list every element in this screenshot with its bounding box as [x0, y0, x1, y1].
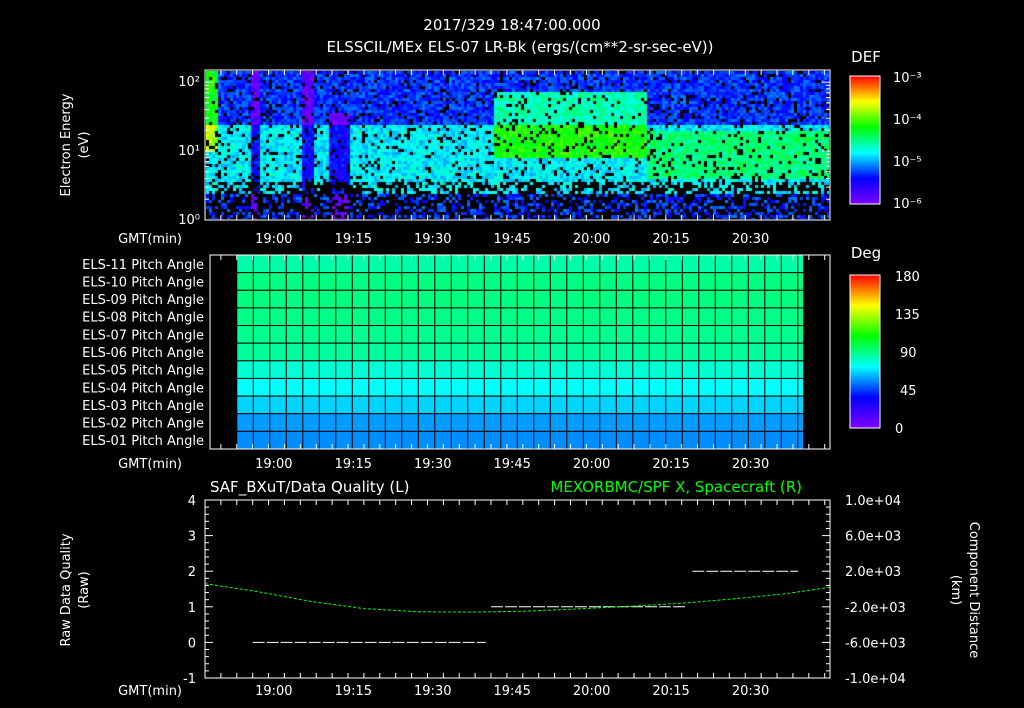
pitch-angle-row-label: ELS-06 Pitch Angle	[82, 346, 204, 361]
x-tick-label: 19:30	[414, 684, 451, 699]
spectrogram-panel: Electron Energy (eV) 10⁰ 10¹ 10² GMT(min…	[59, 48, 922, 247]
colorbar-label: Deg	[851, 244, 881, 262]
x-tick-label: 20:15	[652, 457, 689, 472]
pitch-angle-row	[236, 395, 805, 415]
x-tick-label: 19:00	[255, 232, 292, 247]
colorbar-tick: 10⁻⁵	[893, 155, 922, 170]
y-left-tick-label: 1	[188, 601, 196, 616]
pitch-angle-row-label: ELS-01 Pitch Angle	[82, 434, 204, 449]
y-axis-right-label: Component Distance	[966, 522, 981, 658]
pitch-angle-row	[236, 413, 805, 432]
x-tick-label: 19:45	[493, 684, 530, 699]
x-axis-label: GMT(min)	[118, 232, 182, 247]
colorbar-tick: 10⁻⁴	[893, 113, 922, 128]
colorbar-tick: 0	[895, 422, 903, 437]
pitch-angle-row-label: ELS-02 Pitch Angle	[82, 417, 204, 432]
y-axis-label: Electron Energy	[59, 93, 74, 196]
y-tick-label: 10⁰	[178, 213, 200, 228]
x-tick-label: 20:30	[732, 232, 769, 247]
x-tick-label: 19:15	[335, 457, 372, 472]
x-axis-label: GMT(min)	[118, 457, 182, 472]
y-right-tick-label: -1.0e+04	[845, 672, 906, 687]
pitch-angle-panel: ELS-11 Pitch Angle ELS-10 Pitch Angle ELS-…	[82, 244, 920, 472]
x-tick-label: 20:00	[573, 457, 610, 472]
pitch-angle-row-label: ELS-05 Pitch Angle	[82, 364, 204, 379]
pitch-angle-row-label: ELS-07 Pitch Angle	[82, 328, 204, 343]
y-right-tick-label: -6.0e+03	[845, 636, 906, 651]
x-axis-label: GMT(min)	[118, 684, 182, 699]
x-tick-label: 19:15	[335, 684, 372, 699]
colorbar-tick: 180	[895, 270, 920, 285]
y-left-tick-label: 2	[188, 565, 196, 580]
y-axis-units: (eV)	[77, 131, 92, 158]
y-left-tick-label: 4	[188, 494, 196, 509]
y-tick-label: 10²	[178, 75, 200, 90]
pitch-angle-row-label: ELS-08 Pitch Angle	[82, 311, 204, 326]
x-tick-label: 19:00	[255, 684, 292, 699]
y-right-tick-label: 1.0e+04	[845, 494, 901, 509]
pitch-angle-row	[236, 307, 805, 327]
x-tick-label: 20:30	[732, 457, 769, 472]
x-tick-label: 19:30	[414, 457, 451, 472]
spectrogram-image	[206, 71, 829, 219]
pitch-angle-row-label: ELS-11 Pitch Angle	[82, 258, 204, 273]
pitch-angle-row	[236, 342, 805, 362]
colorbar-tick: 90	[900, 346, 917, 361]
y-right-tick-label: -2.0e+03	[845, 601, 906, 616]
spf-x-line	[204, 583, 831, 613]
pitch-angle-row-label: ELS-03 Pitch Angle	[82, 399, 204, 414]
panel-frame	[209, 254, 831, 450]
x-tick-label: 20:15	[652, 232, 689, 247]
colorbar-tick: 10⁻³	[893, 71, 922, 86]
colorbar-label: DEF	[851, 48, 881, 66]
panel-frame	[204, 499, 831, 679]
pitch-angle-row	[236, 289, 805, 309]
colorbar-tick: 135	[895, 308, 920, 323]
x-tick-label: 19:45	[493, 457, 530, 472]
x-tick-label: 19:30	[414, 232, 451, 247]
x-tick-label: 20:15	[652, 684, 689, 699]
colorbar	[849, 274, 881, 429]
pitch-angle-row	[236, 377, 805, 397]
colorbar-tick: 45	[900, 384, 917, 399]
pitch-angle-row-label: ELS-04 Pitch Angle	[82, 381, 204, 396]
pitch-angle-row-label: ELS-10 Pitch Angle	[82, 275, 204, 290]
plot-title-date: 2017/329 18:47:00.000	[423, 16, 600, 34]
x-tick-label: 19:15	[335, 232, 372, 247]
x-tick-label: 20:30	[732, 684, 769, 699]
pitch-angle-row	[236, 272, 805, 291]
plot-title-product: ELSSCIL/MEx ELS-07 LR-Bk (ergs/(cm**2-sr…	[326, 38, 713, 56]
y-left-tick-label: -1	[183, 672, 196, 687]
y-tick-label: 10¹	[178, 144, 200, 159]
pitch-angle-row-label: ELS-09 Pitch Angle	[82, 293, 204, 308]
y-right-tick-label: 2.0e+03	[845, 565, 901, 580]
left-series-title: SAF_BXuT/Data Quality (L)	[210, 478, 410, 497]
pitch-angle-row	[236, 360, 805, 379]
x-tick-label: 19:00	[255, 457, 292, 472]
panel-frame	[204, 69, 831, 221]
y-left-tick-label: 3	[188, 530, 196, 545]
x-tick-label: 20:00	[573, 232, 610, 247]
y-axis-left-label: Raw Data Quality	[59, 533, 74, 646]
colorbar	[849, 75, 881, 205]
pitch-angle-row	[236, 325, 805, 344]
y-right-tick-label: 6.0e+03	[845, 530, 901, 545]
colorbar-tick: 10⁻⁶	[893, 197, 922, 212]
pitch-angle-row	[236, 254, 805, 274]
y-axis-right-units: (km)	[948, 575, 963, 605]
y-axis-left-units: (Raw)	[77, 571, 92, 609]
x-tick-label: 20:00	[573, 684, 610, 699]
data-quality-panel: SAF_BXuT/Data Quality (L) MEXORBMC/SPF X…	[59, 478, 981, 699]
right-series-title: MEXORBMC/SPF X, Spacecraft (R)	[550, 478, 802, 496]
y-left-tick-label: 0	[188, 636, 196, 651]
x-tick-label: 19:45	[493, 232, 530, 247]
pitch-angle-row	[236, 430, 805, 450]
